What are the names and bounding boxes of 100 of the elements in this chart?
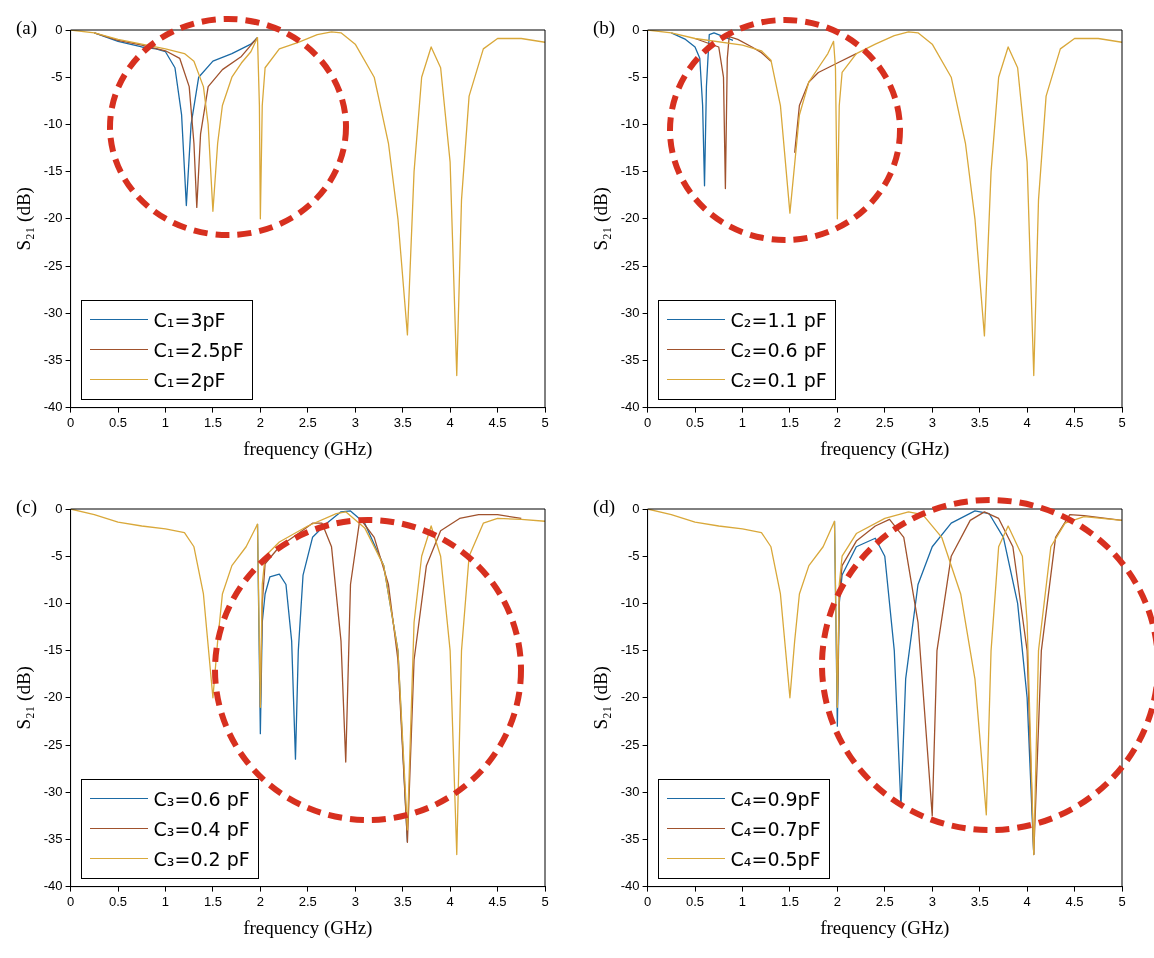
x-tick-label: 3 xyxy=(928,893,936,909)
y-tick-label: -10 xyxy=(620,594,640,610)
legend-label: C₂=1.1 pF xyxy=(730,308,827,331)
y-tick-label: -35 xyxy=(43,351,63,367)
x-tick-label: 0 xyxy=(643,414,652,430)
x-tick-label: 5 xyxy=(1118,893,1126,909)
y-tick-label: -25 xyxy=(43,257,63,273)
x-tick-label: 0.5 xyxy=(685,414,705,430)
x-tick-label: 2.5 xyxy=(875,893,894,909)
x-tick-label: 0 xyxy=(643,893,652,909)
x-tick-label: 5 xyxy=(541,414,549,430)
y-tick-label: -10 xyxy=(43,115,63,131)
legend-label: C₃=0.4 pF xyxy=(153,817,250,840)
x-tick-label: 3 xyxy=(351,414,359,430)
text: (d) xyxy=(593,496,616,519)
y-tick-label: -40 xyxy=(620,878,640,894)
y-tick-label: -5 xyxy=(628,547,640,563)
x-tick-label: 3.5 xyxy=(393,893,412,909)
x-tick-label: 1 xyxy=(161,414,170,430)
x-tick-label: 4 xyxy=(446,893,454,909)
y-tick-label: -25 xyxy=(620,257,640,273)
y-tick-label: -15 xyxy=(43,163,63,179)
y-tick-label: -30 xyxy=(43,783,63,799)
x-tick-label: 1 xyxy=(738,414,747,430)
y-tick-label: -10 xyxy=(620,115,640,131)
y-tick-label: -35 xyxy=(620,830,640,846)
legend-label: C₃=0.2 pF xyxy=(153,847,250,870)
y-tick-label: -40 xyxy=(43,878,63,894)
x-tick-label: 2 xyxy=(833,893,841,909)
legend-label: C₂=0.6 pF xyxy=(730,338,827,361)
x-tick-label: 3.5 xyxy=(970,414,989,430)
text: (a) xyxy=(16,17,38,40)
x-tick-label: 0.5 xyxy=(108,414,128,430)
x-tick-label: 1 xyxy=(738,893,747,909)
legend-label: C₁=3pF xyxy=(153,308,226,331)
y-tick-label: -25 xyxy=(620,736,640,752)
legend-label: C₄=0.5pF xyxy=(730,847,821,870)
x-tick-label: 3.5 xyxy=(393,414,412,430)
x-tick-label: 2.5 xyxy=(298,893,317,909)
x-tick-label: 2 xyxy=(833,414,841,430)
y-tick-label: -5 xyxy=(51,68,63,84)
x-tick-label: 2 xyxy=(256,893,264,909)
x-tick-label: 1 xyxy=(161,893,170,909)
x-tick-label: 4.5 xyxy=(1065,893,1084,909)
text: (b) xyxy=(593,17,616,40)
y-tick-label: 0 xyxy=(55,500,63,516)
x-tick-label: 2.5 xyxy=(875,414,894,430)
y-axis-title: S₂₁ (dB) xyxy=(590,187,613,251)
x-axis-title: frequency (GHz) xyxy=(243,437,373,460)
y-axis-title: S₂₁ (dB) xyxy=(13,187,36,251)
x-tick-label: 3.5 xyxy=(970,893,989,909)
y-tick-label: 0 xyxy=(55,21,63,37)
x-tick-label: 5 xyxy=(541,893,549,909)
text: (c) xyxy=(16,496,38,519)
y-tick-label: 0 xyxy=(632,21,640,37)
y-tick-label: -25 xyxy=(43,736,63,752)
x-tick-label: 0.5 xyxy=(685,893,705,909)
x-tick-label: 4 xyxy=(1023,414,1031,430)
legend-label: C₁=2pF xyxy=(153,368,226,391)
y-tick-label: -10 xyxy=(43,594,63,610)
y-axis-title: S₂₁ (dB) xyxy=(13,666,36,730)
x-tick-label: 1.5 xyxy=(780,414,799,430)
x-tick-label: 4.5 xyxy=(1065,414,1084,430)
x-tick-label: 0 xyxy=(66,414,75,430)
y-tick-label: -5 xyxy=(628,68,640,84)
x-tick-label: 2.5 xyxy=(298,414,317,430)
x-axis-title: frequency (GHz) xyxy=(820,437,950,460)
y-tick-label: -15 xyxy=(620,163,640,179)
x-axis-title: frequency (GHz) xyxy=(820,916,950,939)
x-tick-label: 4.5 xyxy=(488,893,507,909)
x-tick-label: 4 xyxy=(446,414,454,430)
y-tick-label: -30 xyxy=(43,304,63,320)
y-axis-title: S₂₁ (dB) xyxy=(590,666,613,730)
y-tick-label: -30 xyxy=(620,783,640,799)
legend-label: C₄=0.7pF xyxy=(730,817,821,840)
x-tick-label: 2 xyxy=(256,414,264,430)
y-tick-label: -15 xyxy=(43,642,63,658)
y-tick-label: -40 xyxy=(620,399,640,415)
x-tick-label: 0 xyxy=(66,893,75,909)
y-tick-label: -35 xyxy=(43,830,63,846)
x-tick-label: 5 xyxy=(1118,414,1126,430)
x-tick-label: 3 xyxy=(928,414,936,430)
x-tick-label: 4 xyxy=(1023,893,1031,909)
legend-label: C₁=2.5pF xyxy=(153,338,244,361)
x-tick-label: 1.5 xyxy=(203,414,222,430)
y-tick-label: -20 xyxy=(43,689,63,705)
legend-label: C₄=0.9pF xyxy=(730,787,821,810)
x-tick-label: 1.5 xyxy=(780,893,799,909)
y-tick-label: -30 xyxy=(620,304,640,320)
x-tick-label: 1.5 xyxy=(203,893,222,909)
y-tick-label: -15 xyxy=(620,642,640,658)
x-tick-label: 4.5 xyxy=(488,414,507,430)
y-tick-label: 0 xyxy=(632,500,640,516)
x-tick-label: 0.5 xyxy=(108,893,128,909)
x-tick-label: 3 xyxy=(351,893,359,909)
x-axis-title: frequency (GHz) xyxy=(243,916,373,939)
legend-label: C₃=0.6 pF xyxy=(153,787,250,810)
y-tick-label: -40 xyxy=(43,399,63,415)
legend-label: C₂=0.1 pF xyxy=(730,368,827,391)
y-tick-label: -35 xyxy=(620,351,640,367)
